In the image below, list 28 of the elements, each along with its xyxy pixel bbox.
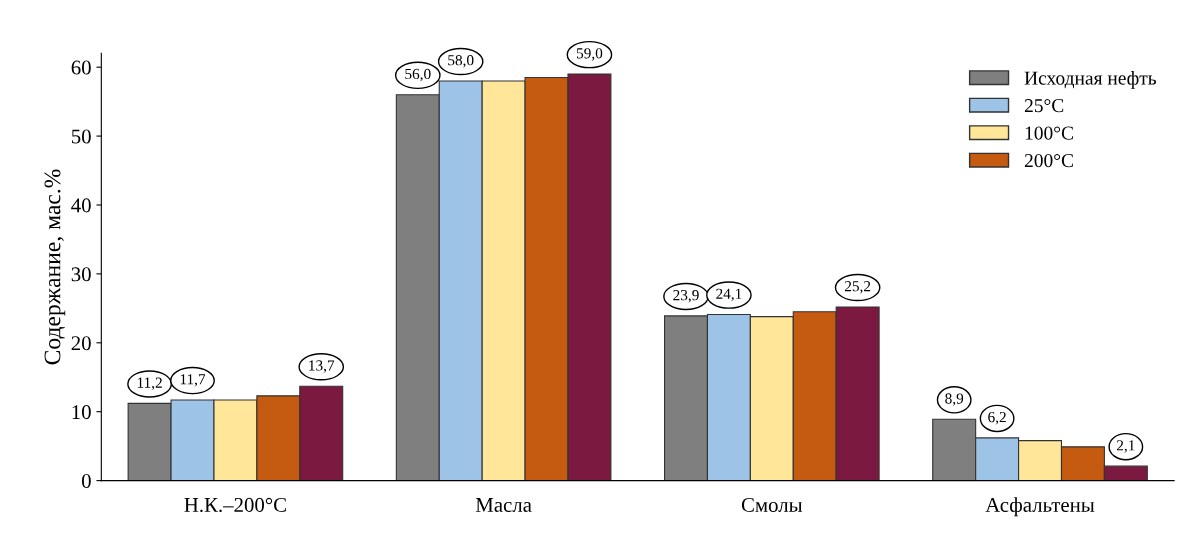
x-tick-label: Масла xyxy=(475,498,532,512)
data-label: 25,2 xyxy=(844,281,871,294)
legend-label: Исходная нефть xyxy=(1024,71,1157,89)
data-label: 13,7 xyxy=(309,360,335,373)
data-label: 24,1 xyxy=(716,288,742,302)
data-label: 59,0 xyxy=(576,48,603,61)
data-label: 8,9 xyxy=(945,393,964,406)
legend-label: 25°C xyxy=(1024,99,1064,113)
data-label: 56,0 xyxy=(405,68,431,82)
legend-label: 200°C xyxy=(1024,154,1073,168)
data-label: 11,7 xyxy=(180,374,206,387)
y-tick-label: 30 xyxy=(71,267,91,282)
data-label: 23,9 xyxy=(673,290,699,303)
x-tick-label: Н.К.–200°C xyxy=(184,497,286,513)
data-label: 6,2 xyxy=(988,411,1006,425)
data-label: 11,2 xyxy=(137,377,162,391)
y-tick-label: 10 xyxy=(72,405,91,420)
y-tick-label: 20 xyxy=(71,336,91,351)
data-label: 58,0 xyxy=(448,55,474,68)
x-tick-label: Асфальтены xyxy=(985,497,1095,517)
data-label: 2,1 xyxy=(1116,440,1135,453)
y-axis-title: Содержание, мас.% xyxy=(44,169,66,365)
legend-label: 100°C xyxy=(1025,126,1073,140)
y-tick-label: 40 xyxy=(71,198,91,213)
y-tick-label: 0 xyxy=(81,473,91,489)
x-tick-label: Смолы xyxy=(741,497,803,512)
y-tick-label: 60 xyxy=(71,60,91,75)
y-tick-label: 50 xyxy=(71,129,91,144)
